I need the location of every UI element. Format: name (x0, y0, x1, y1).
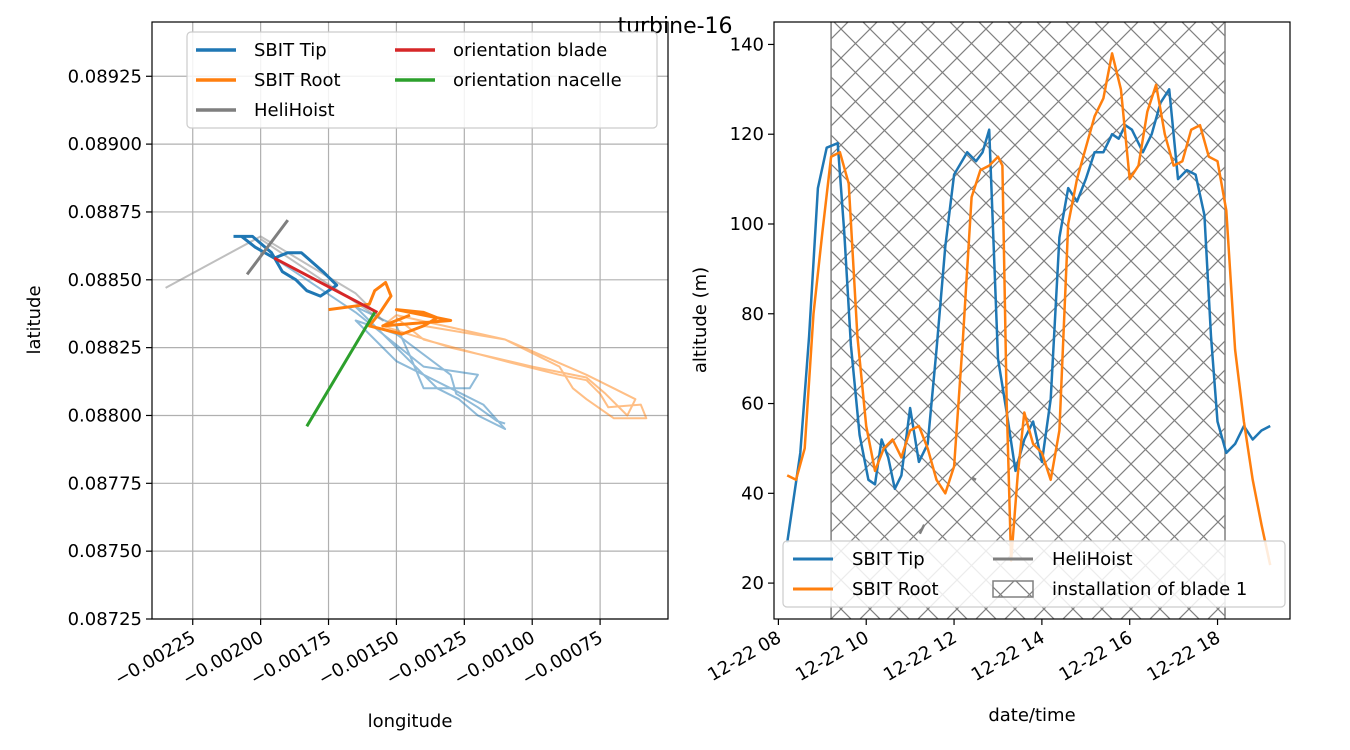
map-legend-label-orientation-nacelle: orientation nacelle (453, 70, 622, 91)
altitude-y-tick-label-6: 140 (730, 34, 764, 55)
map-series-sbit-root (328, 281, 453, 336)
map-y-tick-label-5: 0.08850 (68, 270, 142, 291)
altitude-x-tick-label-2: 12-22 12 (880, 627, 961, 686)
map-y-axis-label: latitude (24, 285, 45, 354)
altitude-series-sbit-root-1 (786, 52, 1272, 566)
map-panel: −0.00225−0.00200−0.00175−0.00150−0.00125… (24, 21, 669, 732)
altitude-legend-label-sbit-root: SBIT Root (852, 579, 939, 600)
altitude-x-tick-label-4: 12-22 16 (1056, 627, 1137, 686)
altitude-legend-label-sbit-tip: SBIT Tip (852, 549, 925, 570)
map-series-orientation-blade (273, 256, 379, 314)
map-series-helihoist-faint (165, 235, 384, 322)
map-y-tick-label-0: 0.08725 (68, 609, 142, 630)
map-series-sbit-root-faint (381, 314, 648, 420)
map-legend: SBIT Tip orientation blade SBIT Root orient… (186, 31, 658, 129)
installation-span (830, 22, 1226, 619)
altitude-y-tick-label-2: 60 (741, 394, 764, 415)
map-axes-frame (151, 21, 669, 620)
altitude-x-tick-label-3: 12-22 14 (968, 627, 1049, 686)
map-series-sbit-tip-faint (273, 257, 507, 430)
altitude-legend-box (782, 540, 1286, 608)
map-y-tick-label-1: 0.08750 (68, 541, 142, 562)
altitude-panel: 12-22 08 12-22 10 12-22 12 12-22 14 12-22 16… (690, 21, 1291, 726)
map-legend-label-orientation-blade: orientation blade (453, 40, 607, 61)
altitude-legend-swatch-installation-of-blade-1 (992, 580, 1034, 598)
altitude-x-tick-label-0: 12-22 08 (704, 627, 785, 686)
altitude-axes-frame (773, 21, 1291, 620)
altitude-x-tick-label-5: 12-22 18 (1143, 627, 1224, 686)
map-legend-label-sbit-tip: SBIT Tip (254, 40, 327, 61)
map-y-tick-label-4: 0.08825 (68, 338, 142, 359)
map-series-sbit-tip (233, 234, 339, 298)
altitude-legend: SBIT Tip HeliHoist SBIT Root installation o… (782, 540, 1286, 608)
altitude-plot-area (785, 52, 1272, 566)
altitude-y-tick-label-5: 120 (730, 124, 764, 145)
map-y-tick-label-8: 0.08925 (68, 66, 142, 87)
map-series-orientation-nacelle (305, 311, 376, 428)
map-legend-label-helihoist: HeliHoist (254, 100, 335, 121)
map-series-helihoist (245, 219, 290, 276)
altitude-y-tick-label-4: 100 (730, 214, 764, 235)
map-y-tick-label-3: 0.08800 (68, 405, 142, 426)
altitude-y-axis-label: altitude (m) (690, 267, 711, 373)
altitude-x-axis-label: date/time (988, 705, 1075, 726)
map-y-tick-label-6: 0.08875 (68, 202, 142, 223)
map-plot-area (165, 219, 648, 430)
altitude-legend-label-installation-of-blade-1: installation of blade 1 (1052, 579, 1247, 600)
altitude-y-tick-label-3: 80 (741, 304, 764, 325)
altitude-series-helihoist-3 (971, 476, 977, 481)
installation-span-hatch (831, 22, 1226, 619)
map-y-tick-label-7: 0.08900 (68, 134, 142, 155)
altitude-y-tick-label-1: 40 (741, 483, 764, 504)
altitude-x-tick-label-1: 12-22 10 (792, 627, 873, 686)
map-legend-label-sbit-root: SBIT Root (254, 70, 341, 91)
altitude-y-tick-label-0: 20 (741, 573, 764, 594)
map-y-tick-label-2: 0.08775 (68, 473, 142, 494)
altitude-legend-label-helihoist: HeliHoist (1052, 549, 1133, 570)
map-x-axis-label: longitude (368, 711, 453, 732)
altitude-series-helihoist-2 (918, 524, 926, 535)
